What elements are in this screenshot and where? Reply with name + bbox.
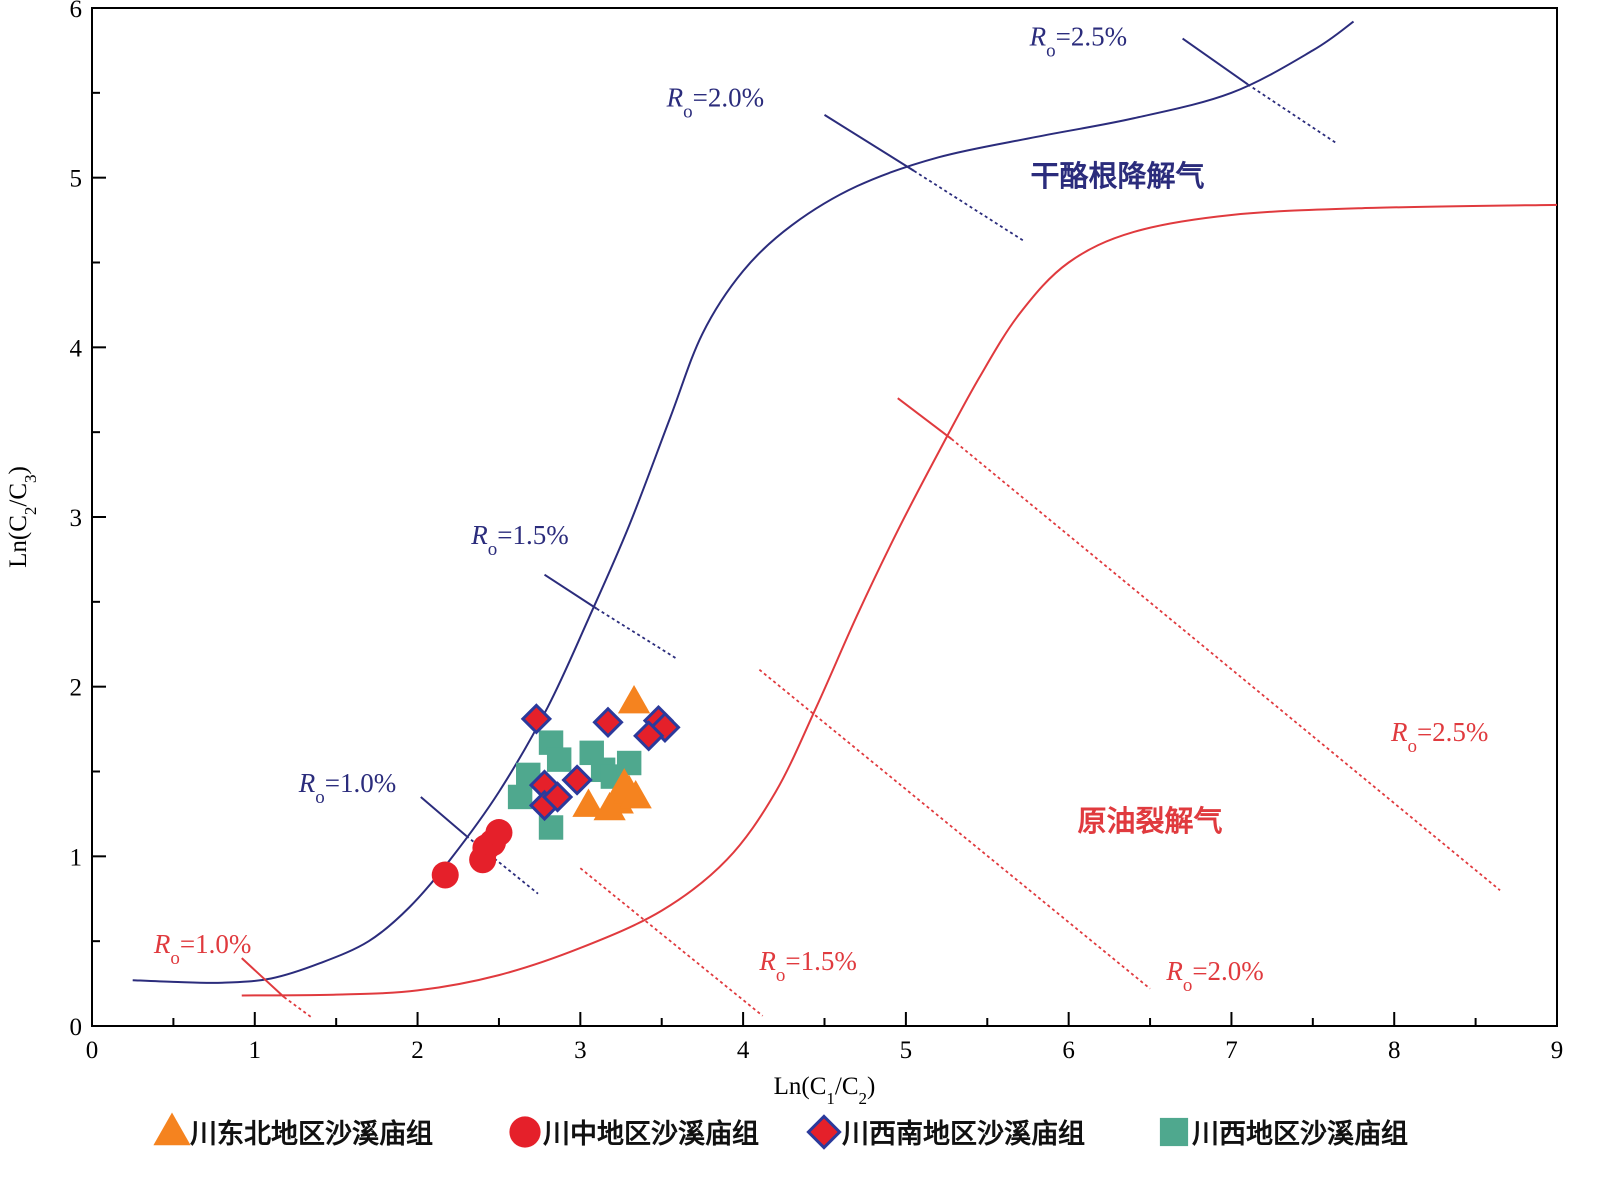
ro-label: Ro=1.0% [298,768,396,808]
ro-label: Ro=1.5% [470,520,568,560]
data-point-diamond [541,781,574,813]
ro-line-7 [897,397,1501,891]
legend-label: 川西南地区沙溪庙组 [842,1118,1085,1150]
x-tick-label: 0 [86,1037,99,1064]
ro-dashed-segment [596,607,679,661]
data-point-square [616,750,642,776]
ro-label: Ro=2.5% [1390,717,1488,757]
legend: 川东北地区沙溪庙组 川中地区沙溪庙组 川西南地区沙溪庙组 川西地区沙溪庙组 [153,1112,1408,1150]
ro-line-6 [758,669,1151,990]
ro-solid-segment [241,957,285,998]
legend-label: 川东北地区沙溪庙组 [190,1118,433,1150]
x-tick-label: 6 [1062,1037,1075,1064]
y-tick-label: 2 [70,675,83,702]
data-point-diamond [633,720,665,752]
data-point-triangle [572,788,605,817]
oil-cracking-region-label: 原油裂解气 [1078,804,1223,838]
kerogen-region-label: 干酪根降解气 [1030,159,1204,193]
chart-labels: 0 1 2 3 4 5 6 7 8 9 0 1 2 3 4 5 6 Ln(C1/C2) Ln(C2/C3) Ro=1.… [5,0,1563,1108]
legend-marker-triangle [153,1112,191,1146]
data-point-circle [485,819,513,847]
ro-line-1 [543,573,679,661]
data-point-circle [431,861,459,889]
ro-label: Ro=1.5% [758,946,856,986]
legend-marker-diamond [806,1114,842,1150]
legend-label: 川中地区沙溪庙组 [543,1118,759,1150]
ro-label: Ro=2.0% [666,82,764,122]
data-point-triangle [617,685,651,714]
legend-marker-circle [509,1116,541,1148]
legend-item: 川西南地区沙溪庙组 [806,1114,1085,1150]
plot-area [91,7,1558,1027]
y-tick-label: 4 [70,335,83,362]
ro-dashed-segment [1247,83,1338,145]
ro-dashed-segment [950,438,1501,891]
x-tick-label: 1 [249,1037,262,1064]
data-point-diamond [592,706,624,738]
ro-label: Ro=2.0% [1165,956,1263,996]
data-point-diamond [520,703,553,735]
ro-solid-segment [1182,37,1249,86]
ro-line-5 [579,867,764,1017]
y-tick-label: 5 [70,166,83,193]
legend-item: 川东北地区沙溪庙组 [153,1112,433,1150]
x-tick-label: 4 [737,1037,750,1064]
ro-dashed-segment [579,867,764,1017]
boundary-curves [132,20,1558,997]
ro-dashed-segment [913,170,1024,242]
ro-solid-segment [897,397,953,440]
data-point-diamond [561,764,593,796]
y-tick-label: 1 [70,844,83,871]
x-axis-title: Ln(C1/C2) [774,1073,876,1108]
y-tick-label: 6 [70,0,83,23]
ro-solid-segment [543,573,598,610]
ro-line-4 [241,957,313,1019]
ro-solid-segment [823,114,915,172]
y-axis-title: Ln(C2/C3) [5,466,40,568]
legend-marker-square [1159,1117,1189,1147]
oil-cracking-curve [241,203,1558,997]
ro-solid-segment [420,796,468,837]
ro-line-2 [823,114,1024,242]
x-tick-label: 7 [1225,1037,1238,1064]
data-point-square [546,747,572,772]
legend-label: 川西地区沙溪庙组 [1192,1118,1408,1150]
ro-dashed-segment [758,669,1151,990]
ro-dashed-segment [283,996,313,1019]
ro-label: Ro=2.5% [1029,21,1127,61]
kerogen-curve [132,20,1355,984]
x-tick-label: 2 [411,1037,424,1064]
y-tick-label: 0 [70,1014,83,1041]
x-tick-label: 8 [1388,1037,1401,1064]
ro-label: Ro=1.0% [153,929,251,969]
data-point-square [507,784,533,810]
legend-item: 川中地区沙溪庙组 [509,1116,759,1150]
x-tick-label: 3 [574,1037,587,1064]
x-tick-label: 5 [900,1037,913,1064]
plot-frame [91,7,1558,1027]
legend-item: 川西地区沙溪庙组 [1159,1117,1408,1150]
data-points [431,685,681,889]
y-tick-label: 3 [70,505,83,532]
ro-line-3 [1182,37,1338,145]
ro-lines [241,37,1501,1019]
x-tick-label: 9 [1551,1037,1564,1064]
ro-line-0 [420,796,539,895]
data-point-triangle [608,768,641,797]
